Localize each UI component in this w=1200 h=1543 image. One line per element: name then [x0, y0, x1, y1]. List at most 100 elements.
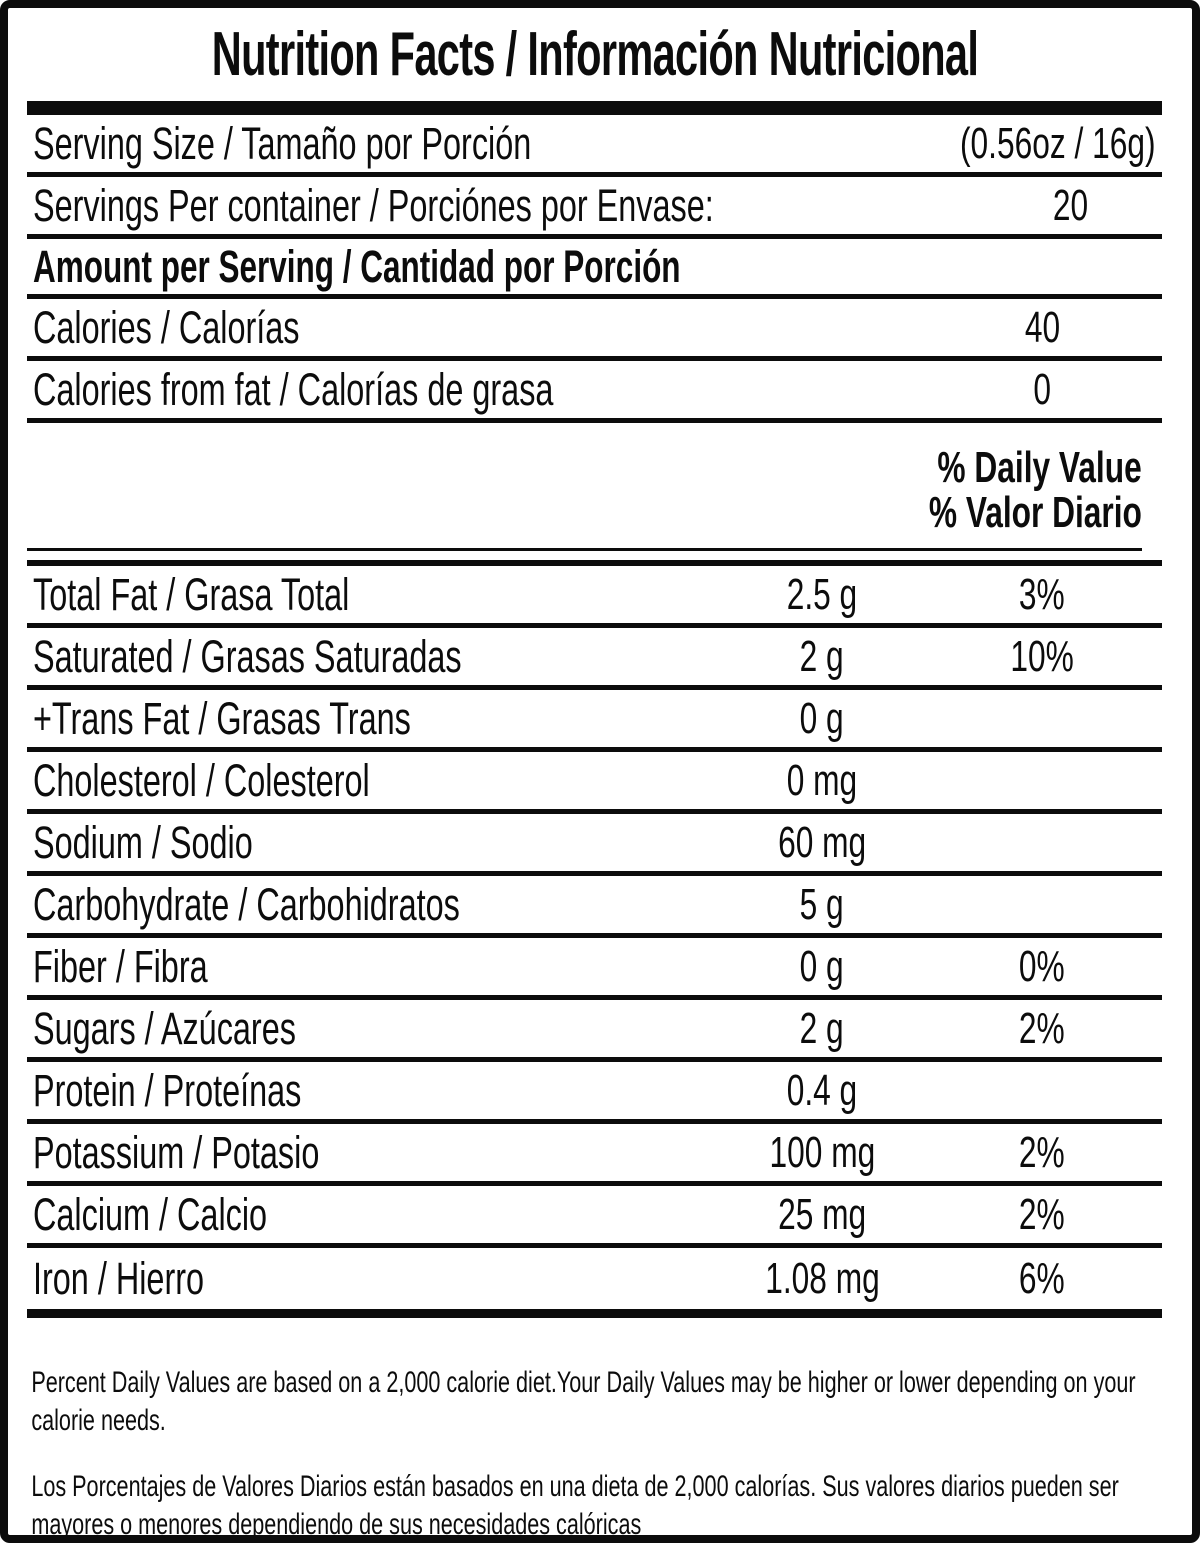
nutrient-label-cell: Iron / Hierro [27, 1253, 722, 1305]
footnote-spanish: Los Porcentajes de Valores Diarios están… [31, 1470, 1119, 1541]
nutrient-dv-cell [922, 818, 1162, 868]
calcium-dv: 2% [1019, 1189, 1065, 1239]
nutrient-amount-cell: 100 mg [722, 1128, 922, 1178]
calories-from-fat-label: Calories from fat / Calorías de grasa [33, 363, 554, 415]
nutrient-label-cell: Total Fat / Grasa Total [27, 569, 722, 621]
calories-from-fat-label-cell: Calories from fat / Calorías de grasa [27, 364, 922, 416]
servings-per-container-value-cell: 20 [978, 181, 1162, 231]
sodium-amount: 60 mg [777, 817, 867, 867]
sugars-label: Sugars / Azúcares [33, 1002, 296, 1054]
servings-per-container-value: 20 [1052, 180, 1088, 230]
cholesterol-amount: 0 mg [786, 755, 858, 805]
nutrient-amount-cell: 25 mg [722, 1190, 922, 1240]
carbohydrate-amount: 5 g [799, 879, 845, 929]
nutrient-label-cell: Cholesterol / Colesterol [27, 755, 722, 807]
calories-from-fat-value-cell: 0 [922, 365, 1162, 415]
serving-size-label-cell: Serving Size / Tamaño por Porción [27, 118, 922, 170]
serving-size-label: Serving Size / Tamaño por Porción [33, 117, 532, 169]
protein-amount: 0.4 g [786, 1065, 858, 1115]
calories-value: 40 [1024, 302, 1060, 352]
amount-per-serving-header: Amount per Serving / Cantidad por Porció… [27, 239, 1162, 299]
label-title: Nutrition Facts / Información Nutriciona… [211, 20, 978, 89]
potassium-label: Potassium / Potasio [33, 1126, 320, 1178]
nutrient-label-cell: Sugars / Azúcares [27, 1003, 722, 1055]
nutrient-label-cell: Sodium / Sodio [27, 817, 722, 869]
nutrient-dv-cell: 2% [922, 1004, 1162, 1054]
calories-from-fat-row: Calories from fat / Calorías de grasa 0 [27, 361, 1162, 423]
calories-row: Calories / Calorías 40 [27, 299, 1162, 361]
nutrient-dv-cell [922, 880, 1162, 930]
daily-value-header-en-text: % Daily Value [937, 443, 1142, 492]
daily-value-header: % Daily Value % Valor Diario [27, 423, 1162, 566]
total-fat-dv: 3% [1019, 569, 1065, 619]
nutrient-dv-cell: 10% [922, 632, 1162, 682]
nutrient-row-total-fat: Total Fat / Grasa Total 2.5 g 3% [27, 566, 1162, 628]
nutrient-label-cell: Carbohydrate / Carbohidratos [27, 879, 722, 931]
daily-value-header-es: % Valor Diario [27, 490, 1142, 535]
saturated-fat-label: Saturated / Grasas Saturadas [33, 630, 462, 682]
nutrient-label-cell: Fiber / Fibra [27, 941, 722, 993]
nutrient-row-fiber: Fiber / Fibra 0 g 0% [27, 938, 1162, 1000]
nutrient-amount-cell: 2.5 g [722, 570, 922, 620]
nutrient-dv-cell: 0% [922, 942, 1162, 992]
saturated-fat-dv: 10% [1010, 631, 1074, 681]
nutrient-amount-cell: 0.4 g [722, 1066, 922, 1116]
amount-per-serving-title: Amount per Serving / Cantidad por Porció… [33, 240, 681, 292]
nutrient-row-sugars: Sugars / Azúcares 2 g 2% [27, 1000, 1162, 1062]
nutrient-dv-cell: 2% [922, 1128, 1162, 1178]
serving-size-row: Serving Size / Tamaño por Porción (0.56o… [27, 115, 1162, 177]
nutrient-dv-cell [922, 1066, 1162, 1116]
total-fat-label: Total Fat / Grasa Total [33, 568, 350, 620]
saturated-fat-amount: 2 g [799, 631, 845, 681]
daily-value-header-en: % Daily Value [27, 445, 1142, 490]
nutrient-amount-cell: 0 mg [722, 756, 922, 806]
sugars-amount: 2 g [799, 1003, 845, 1053]
iron-dv: 6% [1019, 1253, 1065, 1303]
footnote-english: Percent Daily Values are based on a 2,00… [31, 1366, 1136, 1437]
nutrient-row-saturated-fat: Saturated / Grasas Saturadas 2 g 10% [27, 628, 1162, 690]
nutrient-dv-cell [922, 756, 1162, 806]
trans-fat-amount: 0 g [799, 693, 845, 743]
calcium-label: Calcium / Calcio [33, 1188, 268, 1240]
calories-value-cell: 40 [922, 303, 1162, 353]
nutrient-dv-cell: 2% [922, 1190, 1162, 1240]
carbohydrate-label: Carbohydrate / Carbohidratos [33, 878, 460, 930]
cholesterol-label: Cholesterol / Colesterol [33, 754, 370, 806]
nutrient-label-cell: +Trans Fat / Grasas Trans [27, 693, 722, 745]
nutrient-label-cell: Protein / Proteínas [27, 1065, 722, 1117]
fiber-dv: 0% [1019, 941, 1065, 991]
calories-from-fat-value: 0 [1033, 364, 1051, 414]
nutrient-row-carbohydrate: Carbohydrate / Carbohidratos 5 g [27, 876, 1162, 938]
nutrient-amount-cell: 2 g [722, 1004, 922, 1054]
fiber-label: Fiber / Fibra [33, 940, 208, 992]
calcium-amount: 25 mg [777, 1189, 867, 1239]
servings-per-container-label-cell: Servings Per container / Porciónes por E… [27, 180, 978, 232]
nutrient-amount-cell: 0 g [722, 942, 922, 992]
title-divider-bar [27, 101, 1162, 115]
iron-amount: 1.08 mg [764, 1253, 880, 1303]
nutrient-dv-cell: 3% [922, 570, 1162, 620]
daily-value-header-es-text: % Valor Diario [928, 488, 1142, 537]
sugars-dv: 2% [1019, 1003, 1065, 1053]
nutrient-amount-cell: 0 g [722, 694, 922, 744]
label-header: Nutrition Facts / Información Nutriciona… [27, 8, 1162, 101]
nutrient-dv-cell [922, 694, 1162, 744]
nutrient-row-trans-fat: +Trans Fat / Grasas Trans 0 g [27, 690, 1162, 752]
fiber-amount: 0 g [799, 941, 845, 991]
potassium-dv: 2% [1019, 1127, 1065, 1177]
trans-fat-label: +Trans Fat / Grasas Trans [33, 692, 411, 744]
total-fat-amount: 2.5 g [786, 569, 858, 619]
nutrient-dv-cell: 6% [922, 1254, 1162, 1304]
nutrient-row-potassium: Potassium / Potasio 100 mg 2% [27, 1124, 1162, 1186]
iron-label: Iron / Hierro [33, 1252, 205, 1304]
serving-size-value-cell: (0.56oz / 16g) [922, 119, 1162, 169]
nutrient-row-protein: Protein / Proteínas 0.4 g [27, 1062, 1162, 1124]
nutrient-amount-cell: 2 g [722, 632, 922, 682]
calories-label-cell: Calories / Calorías [27, 302, 922, 354]
nutrient-row-iron: Iron / Hierro 1.08 mg 6% [27, 1248, 1162, 1318]
nutrient-amount-cell: 5 g [722, 880, 922, 930]
nutrient-amount-cell: 1.08 mg [722, 1254, 922, 1304]
nutrient-row-cholesterol: Cholesterol / Colesterol 0 mg [27, 752, 1162, 814]
nutrient-row-calcium: Calcium / Calcio 25 mg 2% [27, 1186, 1162, 1248]
